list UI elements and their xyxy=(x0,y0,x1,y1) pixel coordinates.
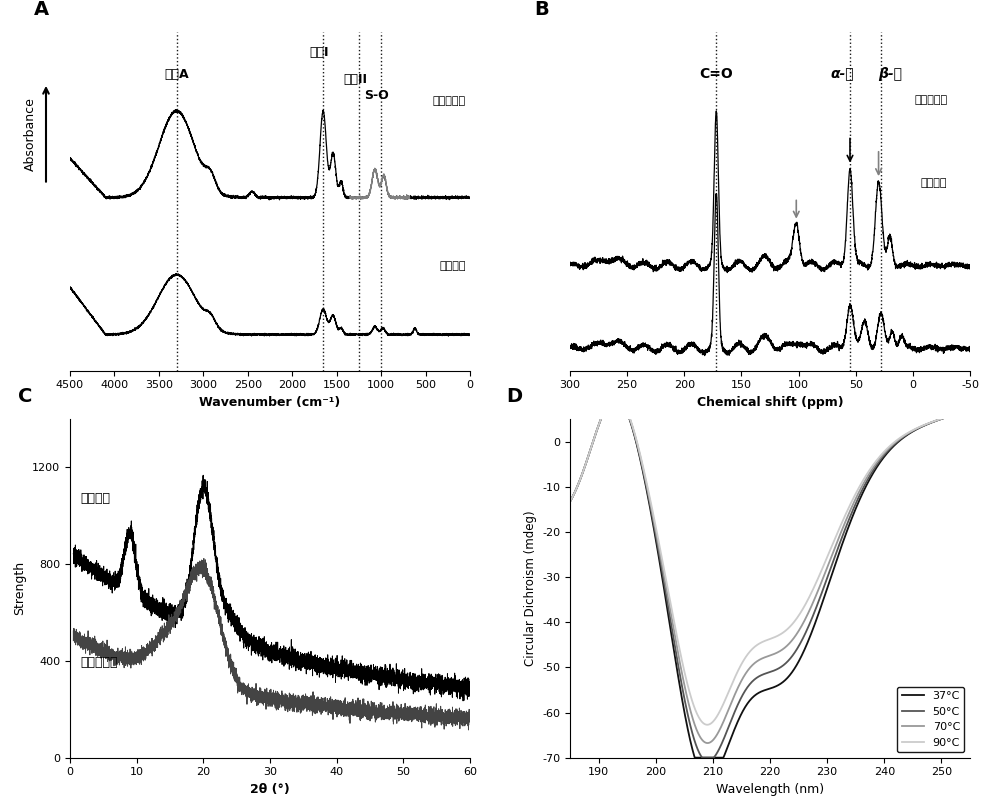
90°C xyxy=(926,418,938,427)
50°C xyxy=(564,496,576,506)
50°C xyxy=(926,418,938,427)
50°C xyxy=(696,753,708,762)
Y-axis label: Circular Dichroism (mdeg): Circular Dichroism (mdeg) xyxy=(524,510,537,667)
Y-axis label: Strength: Strength xyxy=(14,561,27,616)
50°C xyxy=(691,743,703,753)
50°C xyxy=(964,405,976,415)
70°C xyxy=(926,418,938,427)
37°C xyxy=(876,455,888,464)
Text: 酰胺II: 酰胺II xyxy=(343,73,367,85)
Text: A: A xyxy=(34,0,49,19)
50°C xyxy=(610,393,622,403)
Text: 再生角蛋白: 再生角蛋白 xyxy=(432,97,466,106)
X-axis label: Wavelength (nm): Wavelength (nm) xyxy=(716,783,824,796)
50°C xyxy=(828,555,840,564)
Text: 羊毛纤维: 羊毛纤维 xyxy=(439,260,466,271)
70°C xyxy=(701,738,713,748)
90°C xyxy=(691,709,703,719)
Text: D: D xyxy=(506,387,522,406)
70°C xyxy=(564,496,576,506)
Text: 羊毛纤维: 羊毛纤维 xyxy=(921,178,947,188)
70°C xyxy=(876,451,888,460)
37°C xyxy=(926,418,938,427)
Text: 酰胺I: 酰胺I xyxy=(309,46,329,59)
37°C xyxy=(564,496,576,506)
Line: 50°C: 50°C xyxy=(570,398,970,758)
Text: S-O: S-O xyxy=(364,89,389,102)
X-axis label: Wavenumber (cm⁻¹): Wavenumber (cm⁻¹) xyxy=(199,396,341,409)
90°C xyxy=(564,496,576,506)
90°C xyxy=(876,449,888,459)
X-axis label: 2θ (°): 2θ (°) xyxy=(250,783,290,796)
Text: B: B xyxy=(534,0,549,19)
Text: Absorbance: Absorbance xyxy=(23,97,36,171)
Text: C=O: C=O xyxy=(699,67,733,81)
50°C xyxy=(876,452,888,462)
70°C xyxy=(828,546,840,555)
37°C xyxy=(692,753,704,762)
50°C xyxy=(677,688,689,698)
Text: 再生角蛋白: 再生角蛋白 xyxy=(914,95,947,106)
70°C xyxy=(691,726,703,736)
90°C xyxy=(610,393,622,402)
37°C xyxy=(662,611,674,621)
Line: 90°C: 90°C xyxy=(570,397,970,725)
X-axis label: Chemical shift (ppm): Chemical shift (ppm) xyxy=(697,396,843,409)
Text: C: C xyxy=(18,387,32,406)
Legend: 37°C, 50°C, 70°C, 90°C: 37°C, 50°C, 70°C, 90°C xyxy=(897,687,964,752)
50°C xyxy=(662,603,674,613)
70°C xyxy=(610,393,622,403)
90°C xyxy=(662,588,674,597)
37°C xyxy=(964,405,976,415)
Text: 再生角蛋白: 再生角蛋白 xyxy=(80,656,118,669)
90°C xyxy=(701,720,713,729)
90°C xyxy=(964,405,976,415)
70°C xyxy=(662,596,674,605)
Line: 70°C: 70°C xyxy=(570,398,970,743)
37°C xyxy=(689,753,701,762)
Text: 酰胺A: 酰胺A xyxy=(164,68,189,81)
Text: α-碘: α-碘 xyxy=(830,67,854,81)
37°C xyxy=(828,564,840,574)
37°C xyxy=(610,393,622,403)
70°C xyxy=(677,675,689,685)
90°C xyxy=(828,537,840,546)
90°C xyxy=(677,662,689,671)
37°C xyxy=(677,701,689,711)
Text: 羊毛纤维: 羊毛纤维 xyxy=(80,492,110,505)
70°C xyxy=(964,405,976,415)
Line: 37°C: 37°C xyxy=(570,398,970,758)
Text: β-碘: β-碘 xyxy=(878,67,902,81)
